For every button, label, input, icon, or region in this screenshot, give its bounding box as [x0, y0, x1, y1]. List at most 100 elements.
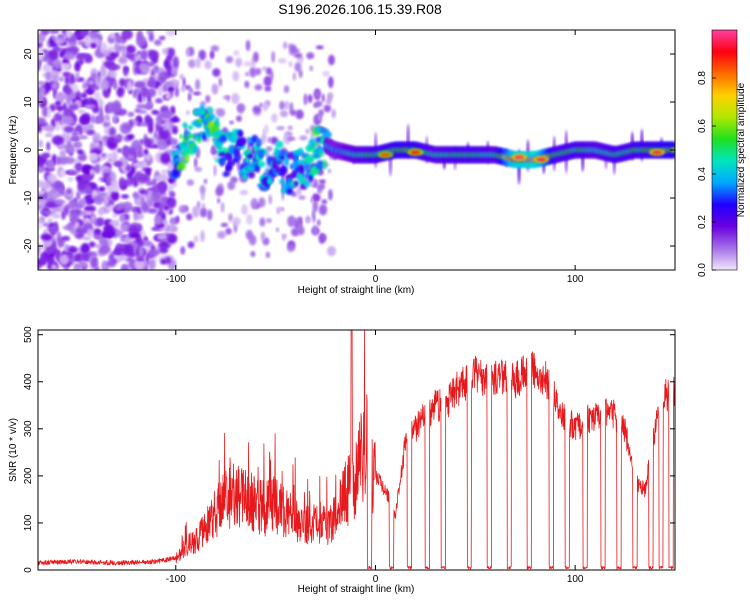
colorbar-ticks: 0.0 0.2 0.4 0.6 0.8	[697, 71, 716, 277]
spectrogram-cell	[38, 59, 42, 67]
spectrogram-cell	[174, 86, 180, 98]
spectrogram-cell	[72, 140, 83, 149]
chart-title: S196.2026.106.15.39.R08	[278, 1, 442, 17]
spectrogram-cell	[165, 93, 171, 100]
spectrogram-cell	[158, 129, 164, 136]
spectrogram-cell	[124, 243, 134, 256]
spectrogram-cell	[315, 91, 320, 98]
spectrogram-cell	[90, 256, 99, 269]
spectrogram-cell	[315, 160, 325, 170]
spectrogram-cell	[236, 103, 246, 113]
spectrogram-cell	[179, 134, 184, 139]
spectrogram-cell	[195, 78, 201, 91]
spectrogram-cell	[211, 144, 215, 150]
spectrogram-cell	[111, 213, 118, 219]
spectrogram-cell	[312, 224, 318, 236]
spectrogram-cell	[127, 111, 135, 117]
spectrogram-cell	[102, 260, 107, 270]
spectrogram-cell	[298, 69, 303, 78]
spectrogram-cell	[268, 194, 273, 205]
spectrogram-cell	[247, 171, 255, 179]
snr-y-tick-label: 200	[23, 467, 34, 484]
spectrogram-cell	[158, 181, 168, 193]
spectrogram-cell	[104, 114, 110, 121]
spectrogram-cell	[229, 120, 234, 125]
spectrogram-cell	[40, 253, 47, 265]
spectrogram-cell	[329, 92, 334, 100]
spectrogram-cell	[182, 77, 186, 87]
spectrogram-cell	[138, 246, 144, 257]
spectrogram-cell	[192, 205, 200, 218]
spectrogram-cell	[60, 62, 72, 70]
spectrogram-cell	[172, 56, 180, 68]
spectrogram-cell	[46, 141, 51, 151]
spectrogram-cell	[114, 160, 123, 168]
spectrogram-cell	[185, 48, 191, 57]
spectrogram-cell	[157, 232, 167, 241]
spectrogram-cell	[50, 264, 58, 270]
spectrogram-cell	[67, 170, 79, 175]
spectrogram-cell	[145, 153, 152, 161]
spectrogram-cell	[91, 189, 98, 198]
spectrogram-cell	[118, 78, 126, 87]
spectrogram-cell	[178, 205, 187, 214]
spectrogram-cell	[96, 98, 104, 109]
spectrogram-cell	[133, 210, 139, 222]
spectrogram-cell	[311, 209, 316, 219]
spectrogram-cell	[75, 71, 80, 81]
spectrogram-cell	[276, 206, 281, 215]
spectrogram-cell	[198, 49, 207, 61]
spectrogram-cell	[286, 243, 296, 252]
spectrogram-cell	[117, 202, 125, 211]
spectrogram-cell	[112, 81, 118, 90]
spectrogram-y-axis-label: Frequency (Hz)	[8, 116, 19, 185]
spectrogram-cell	[318, 109, 324, 117]
spectrogram-cell	[252, 51, 259, 63]
spectrogram-cell	[67, 176, 74, 182]
spectrogram-cell	[295, 109, 304, 120]
spectrogram-x-axis-label: Height of straight line (km)	[298, 285, 415, 296]
spectrogram-cell	[256, 138, 262, 148]
spectrogram-cell	[277, 58, 287, 64]
spectrogram-cell	[63, 115, 75, 125]
spectrogram-cell	[275, 227, 280, 233]
spectrogram-cell	[83, 89, 95, 94]
spectrogram-cell	[77, 40, 84, 46]
spectrogram-cell	[115, 255, 128, 261]
spectrogram-cell	[45, 201, 57, 209]
spectrogram-cell	[132, 89, 138, 99]
spectrogram-cell	[148, 32, 155, 42]
spectrogram-cell	[93, 228, 102, 234]
spectrogram-cell	[68, 246, 78, 254]
spectrogram-cell	[290, 227, 300, 237]
spectrogram-cell	[68, 73, 76, 86]
spectrogram-cell	[90, 114, 96, 124]
spectrogram-cell	[89, 168, 95, 175]
spectrogram-cell	[62, 71, 71, 78]
spectrogram-cell	[254, 84, 263, 91]
spectrogram-cell	[139, 62, 149, 72]
spectrogram-cell	[38, 224, 43, 229]
spectrogram-cell	[119, 213, 126, 223]
spectrogram-cell	[127, 146, 135, 154]
spectrogram-cell	[118, 56, 128, 65]
spectrogram-cell	[159, 111, 172, 119]
spectrogram-cell	[41, 63, 53, 72]
snr-x-tick-label: -100	[166, 574, 186, 585]
spectrogram-cell	[186, 179, 195, 186]
spectrogram-cell	[232, 71, 240, 82]
spectrogram-cell	[91, 72, 97, 80]
spectrogram-cell	[220, 222, 229, 228]
spectrogram-cell	[241, 204, 248, 216]
spectrogram-cell	[218, 77, 223, 87]
spectrogram-cell	[164, 81, 176, 88]
spectrogram-cell	[109, 32, 116, 39]
spectrogram-cell	[328, 76, 334, 89]
spectrogram-cell	[96, 74, 101, 86]
spectrogram-cell	[249, 66, 257, 78]
spectrogram-cell	[201, 203, 206, 209]
snr-x-ticks: -100 0 100	[166, 330, 584, 585]
spectrogram-cell	[130, 206, 138, 212]
spectrogram-cell	[132, 191, 140, 199]
spectrogram-cell	[147, 208, 158, 214]
